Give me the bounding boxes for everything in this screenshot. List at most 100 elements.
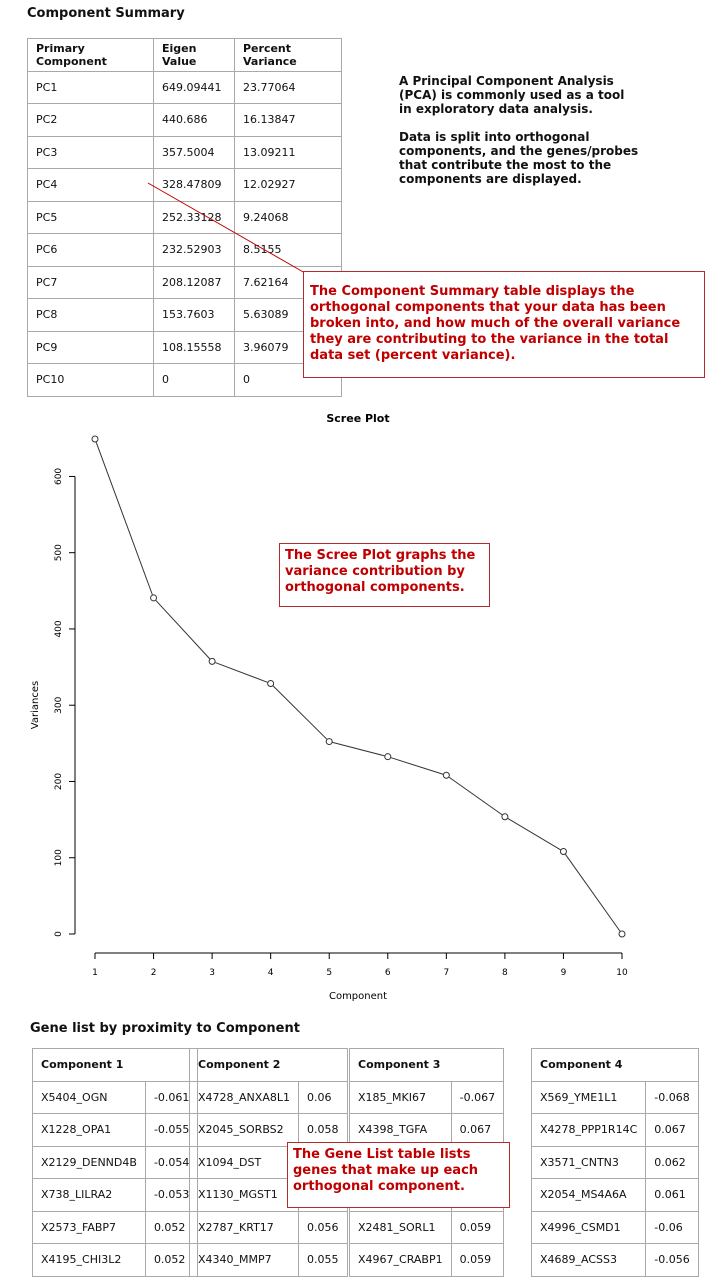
gene-name: X1094_DST <box>189 1145 299 1179</box>
gene-table-component-4: Component 4 X569_YME1L1 -0.068 X4278_PPP1R1… <box>530 1048 699 1277</box>
data-point <box>208 657 216 665</box>
y-tick-label: 300 <box>54 696 64 713</box>
gene-name: X2054_MS4A6A <box>530 1178 647 1212</box>
gene-loading: 0.056 <box>297 1210 349 1244</box>
x-tick-label: 2 <box>151 968 157 978</box>
summary-cell-component: PC1 <box>27 70 154 104</box>
series-segment <box>448 776 503 816</box>
summary-cell-eigen-value: 208.12087 <box>153 265 235 299</box>
series-segment <box>95 442 153 595</box>
gene-row: X4967_CRABP1 0.059 <box>349 1243 505 1277</box>
y-tick-label: 400 <box>54 620 64 637</box>
series-segment <box>215 662 268 683</box>
pca-description-p1: A Principal Component Analysis (PCA) is … <box>399 74 625 116</box>
gene-loading: 0.059 <box>450 1243 505 1277</box>
series-segment <box>390 757 444 775</box>
summary-cell-eigen-value: 328.47809 <box>153 168 235 202</box>
summary-cell-percent-variance: 13.09211 <box>234 135 342 169</box>
y-tick-label: 500 <box>54 544 64 561</box>
gene-component-header: Component 2 <box>189 1048 348 1082</box>
summary-cell-component: PC10 <box>27 363 154 397</box>
x-tick-label: 1 <box>92 968 98 978</box>
gene-header-row: Component 1 <box>31 1048 199 1082</box>
plot-series <box>91 435 626 938</box>
summary-row: PC3 357.5004 13.09211 <box>27 135 342 169</box>
gene-name: X2045_SORBS2 <box>189 1113 299 1147</box>
summary-cell-eigen-value: 232.52903 <box>153 233 235 267</box>
gene-name: X4967_CRABP1 <box>349 1243 452 1277</box>
summary-row: PC6 232.52903 8.5155 <box>27 233 342 267</box>
summary-cell-eigen-value: 153.7603 <box>153 298 235 332</box>
data-point <box>91 435 99 443</box>
x-tick-label: 4 <box>268 968 274 978</box>
gene-row: X4398_TGFA 0.067 <box>349 1113 505 1147</box>
gene-row: X569_YME1L1 -0.068 <box>530 1080 699 1114</box>
gene-list-callout: The Gene List table lists genes that mak… <box>287 1142 510 1208</box>
gene-name: X569_YME1L1 <box>530 1080 647 1114</box>
summary-cell-percent-variance: 8.5155 <box>234 233 342 267</box>
y-tick-label: 600 <box>54 468 64 485</box>
scree-plot: Scree Plot 1 2 3 4 5 6 7 8 9 10010020030040050060… <box>30 412 628 1002</box>
data-point <box>267 680 275 688</box>
gene-name: X4195_CHI3L2 <box>32 1243 146 1277</box>
summary-callout: The Component Summary table displays the… <box>303 271 705 378</box>
gene-name: X1228_OPA1 <box>32 1113 146 1147</box>
data-point <box>618 930 626 938</box>
summary-row: PC10 0 0 <box>27 363 342 397</box>
gene-row: X4689_ACSS3 -0.056 <box>530 1243 699 1277</box>
series-segment <box>272 685 328 740</box>
gene-loading: 0.061 <box>645 1178 699 1212</box>
x-tick-label: 9 <box>561 968 567 978</box>
series-segment <box>565 854 621 932</box>
gene-row: X5404_OGN -0.061 <box>32 1080 199 1114</box>
gene-name: X1130_MGST1 <box>189 1178 299 1212</box>
gene-row: X738_LILRA2 -0.053 <box>32 1178 199 1212</box>
summary-row: PC8 153.7603 5.63089 <box>27 298 342 332</box>
gene-table-component-2: Component 2 X4728_ANXA8L1 0.06 X2045_SORBS2… <box>189 1048 349 1277</box>
gene-name: X4689_ACSS3 <box>530 1243 647 1277</box>
summary-row: PC1 649.09441 23.77064 <box>27 70 342 104</box>
x-tick-label: 7 <box>443 968 449 978</box>
header-primary-component: Primary Component <box>27 38 154 72</box>
summary-cell-component: PC4 <box>27 168 154 202</box>
gene-row: X2787_KRT17 0.056 <box>189 1210 349 1244</box>
gene-header-row: Component 4 <box>531 1048 699 1082</box>
gene-row: X2054_MS4A6A 0.061 <box>530 1178 699 1212</box>
x-tick-label: 3 <box>209 968 215 978</box>
gene-name: X4996_CSMD1 <box>530 1210 647 1244</box>
summary-cell-percent-variance: 16.13847 <box>234 103 342 137</box>
gene-row: X4340_MMP7 0.055 <box>189 1243 349 1277</box>
gene-row: X4195_CHI3L2 0.052 <box>32 1243 199 1277</box>
gene-loading: 0.058 <box>297 1113 349 1147</box>
data-point <box>150 594 158 602</box>
data-point <box>501 813 509 821</box>
gene-row: X2045_SORBS2 0.058 <box>189 1113 349 1147</box>
x-tick-label: 6 <box>385 968 391 978</box>
summary-row: PC5 252.33128 9.24068 <box>27 200 342 234</box>
series-segment <box>332 741 385 757</box>
x-tick-label: 5 <box>326 968 332 978</box>
data-point <box>325 738 333 746</box>
y-axis-label: Variances <box>30 681 41 729</box>
summary-row: PC2 440.686 16.13847 <box>27 103 342 137</box>
gene-name: X4278_PPP1R14C <box>530 1113 647 1147</box>
summary-cell-percent-variance: 12.02927 <box>234 168 342 202</box>
gene-name: X2129_DENND4B <box>32 1145 146 1179</box>
summary-callout-connector <box>147 182 306 274</box>
series-segment <box>507 818 561 851</box>
summary-row: PC4 328.47809 12.02927 <box>27 168 342 202</box>
gene-row: X2129_DENND4B -0.054 <box>32 1145 199 1179</box>
x-axis-label: Component <box>329 991 387 1002</box>
gene-loading: 0.067 <box>450 1113 505 1147</box>
gene-name: X4398_TGFA <box>349 1113 452 1147</box>
summary-cell-percent-variance: 23.77064 <box>234 70 342 104</box>
data-point <box>442 771 450 779</box>
gene-table-component-1: Component 1 X5404_OGN -0.061 X1228_OPA1 -0.0… <box>31 1048 199 1277</box>
gene-component-header: Component 4 <box>531 1048 699 1082</box>
gene-loading: 0.055 <box>297 1243 349 1277</box>
y-tick-label: 200 <box>54 773 64 790</box>
gene-loading: -0.068 <box>645 1080 699 1114</box>
gene-name: X2481_SORL1 <box>349 1210 452 1244</box>
gene-loading: -0.06 <box>645 1210 699 1244</box>
